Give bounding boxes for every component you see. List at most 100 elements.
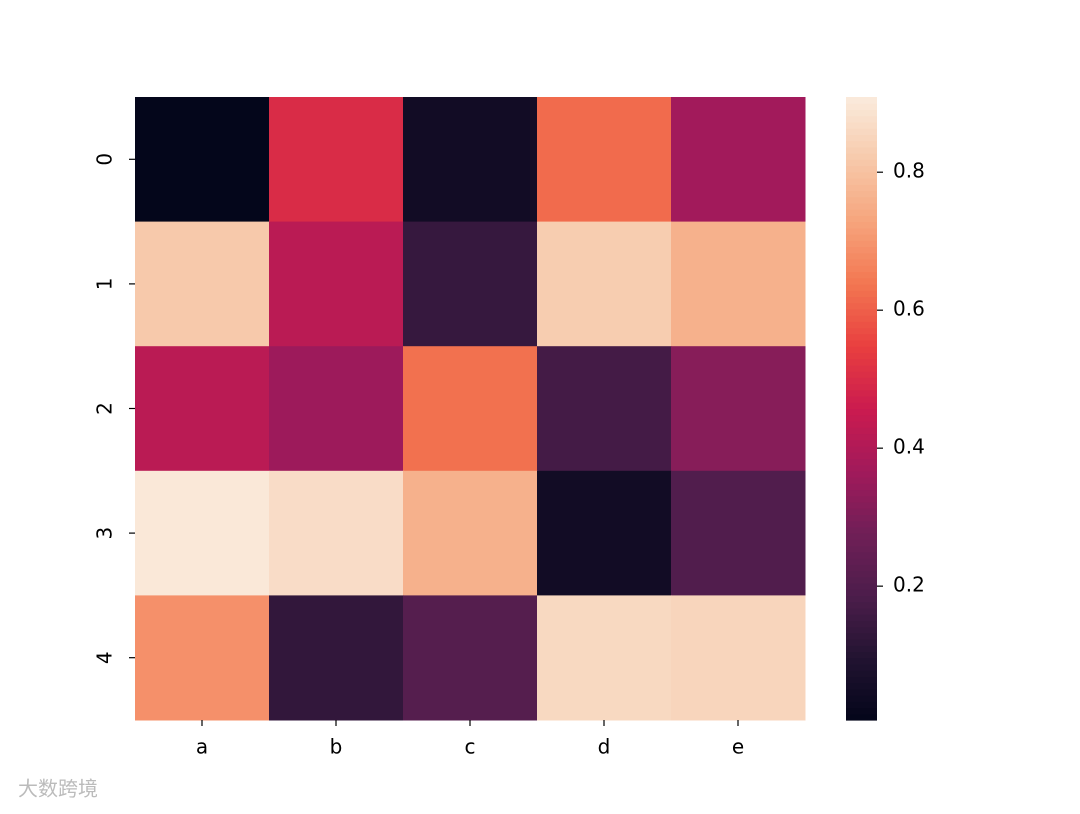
colorbar-segment — [846, 570, 877, 578]
colorbar-segment — [846, 576, 877, 584]
colorbar-segment — [846, 258, 877, 266]
colorbar-segment — [846, 701, 877, 709]
colorbar-tick-label: 0.8 — [893, 159, 925, 183]
colorbar-segment — [846, 620, 877, 628]
colorbar-segment — [846, 639, 877, 646]
heatmap-cell — [671, 595, 806, 721]
colorbar-segment — [846, 582, 877, 590]
colorbar-segment — [846, 302, 877, 310]
colorbar-segment — [846, 545, 877, 553]
colorbar-segment — [846, 277, 877, 285]
heatmap-cell — [403, 346, 538, 472]
heatmap-cell — [671, 221, 806, 347]
colorbar-segment — [846, 651, 877, 659]
heatmap-cell — [135, 470, 270, 596]
colorbar-segment — [846, 632, 877, 640]
x-tick-label: a — [196, 735, 208, 759]
colorbar-segment — [846, 558, 877, 565]
y-tick-label: 1 — [93, 278, 117, 291]
heatmap-cell — [135, 595, 270, 721]
heatmap-cell — [269, 595, 404, 721]
colorbar-segment — [846, 221, 877, 229]
colorbar-segment — [846, 146, 877, 154]
colorbar-segment — [846, 470, 877, 478]
colorbar-segment — [846, 682, 877, 690]
x-tick-label: b — [330, 735, 343, 759]
colorbar-segment — [846, 364, 877, 372]
heatmap-cell — [537, 97, 672, 223]
colorbar-segment — [846, 184, 877, 192]
heatmap-cell — [403, 221, 538, 347]
colorbar-segment — [846, 140, 877, 148]
colorbar-segment — [846, 657, 877, 665]
colorbar-segment — [846, 246, 877, 254]
heatmap-cell — [671, 346, 806, 472]
heatmap-cell — [269, 346, 404, 472]
colorbar-segment — [846, 346, 877, 354]
heatmap-cell — [403, 470, 538, 596]
heatmap-cell — [537, 346, 672, 472]
colorbar-segment — [846, 252, 877, 260]
heatmap-cell — [269, 221, 404, 347]
heatmap-cell — [671, 470, 806, 596]
colorbar-segment — [846, 564, 877, 572]
colorbar-segment — [846, 607, 877, 615]
colorbar-segment — [846, 501, 877, 509]
colorbar-segment — [846, 389, 877, 397]
colorbar-segment — [846, 227, 877, 235]
colorbar-segment — [846, 97, 877, 104]
colorbar-segment — [846, 458, 877, 466]
colorbar-segment — [846, 695, 877, 702]
heatmap-cell — [537, 595, 672, 721]
colorbar-segment — [846, 383, 877, 391]
y-tick-label: 0 — [93, 153, 117, 166]
colorbar-segment — [846, 670, 877, 677]
colorbar-segment — [846, 445, 877, 453]
colorbar-segment — [846, 601, 877, 609]
colorbar-segment — [846, 688, 877, 696]
colorbar-segment — [846, 408, 877, 416]
colorbar-segment — [846, 327, 877, 335]
colorbar-segment — [846, 283, 877, 291]
y-tick-label: 4 — [93, 651, 117, 664]
colorbar-segment — [846, 290, 877, 297]
heatmap-cell — [269, 470, 404, 596]
colorbar-segment — [846, 339, 877, 347]
y-tick-label: 3 — [93, 527, 117, 540]
colorbar-segment — [846, 190, 877, 198]
colorbar-segment — [846, 333, 877, 341]
colorbar-segment — [846, 165, 877, 173]
colorbar-segment — [846, 402, 877, 410]
colorbar-segment — [846, 433, 877, 441]
colorbar-segment — [846, 321, 877, 329]
colorbar-segment — [846, 526, 877, 534]
heatmap-cell — [403, 97, 538, 223]
colorbar-segment — [846, 645, 877, 653]
heatmap-cell — [537, 470, 672, 596]
x-tick-label: d — [598, 735, 611, 759]
colorbar-segment — [846, 215, 877, 223]
watermark: 大数跨境 — [18, 777, 98, 801]
colorbar-segment — [846, 271, 877, 279]
heatmap-cell — [135, 221, 270, 347]
colorbar-segment — [846, 483, 877, 491]
colorbar-segment — [846, 589, 877, 596]
colorbar-segment — [846, 464, 877, 472]
colorbar-segment — [846, 177, 877, 185]
colorbar-segment — [846, 520, 877, 528]
colorbar-segment — [846, 414, 877, 422]
colorbar-segment — [846, 514, 877, 522]
colorbar-segment — [846, 707, 877, 715]
colorbar-tick-label: 0.4 — [893, 435, 925, 459]
colorbar-segment — [846, 196, 877, 204]
heatmap-cell — [537, 221, 672, 347]
colorbar-segment — [846, 234, 877, 241]
colorbar-segment — [846, 159, 877, 167]
y-tick-label: 2 — [93, 402, 117, 415]
heatmap-cell — [135, 97, 270, 223]
colorbar-segment — [846, 171, 877, 179]
colorbar-segment — [846, 713, 877, 721]
colorbar-segment — [846, 614, 877, 621]
colorbar-segment — [846, 508, 877, 516]
